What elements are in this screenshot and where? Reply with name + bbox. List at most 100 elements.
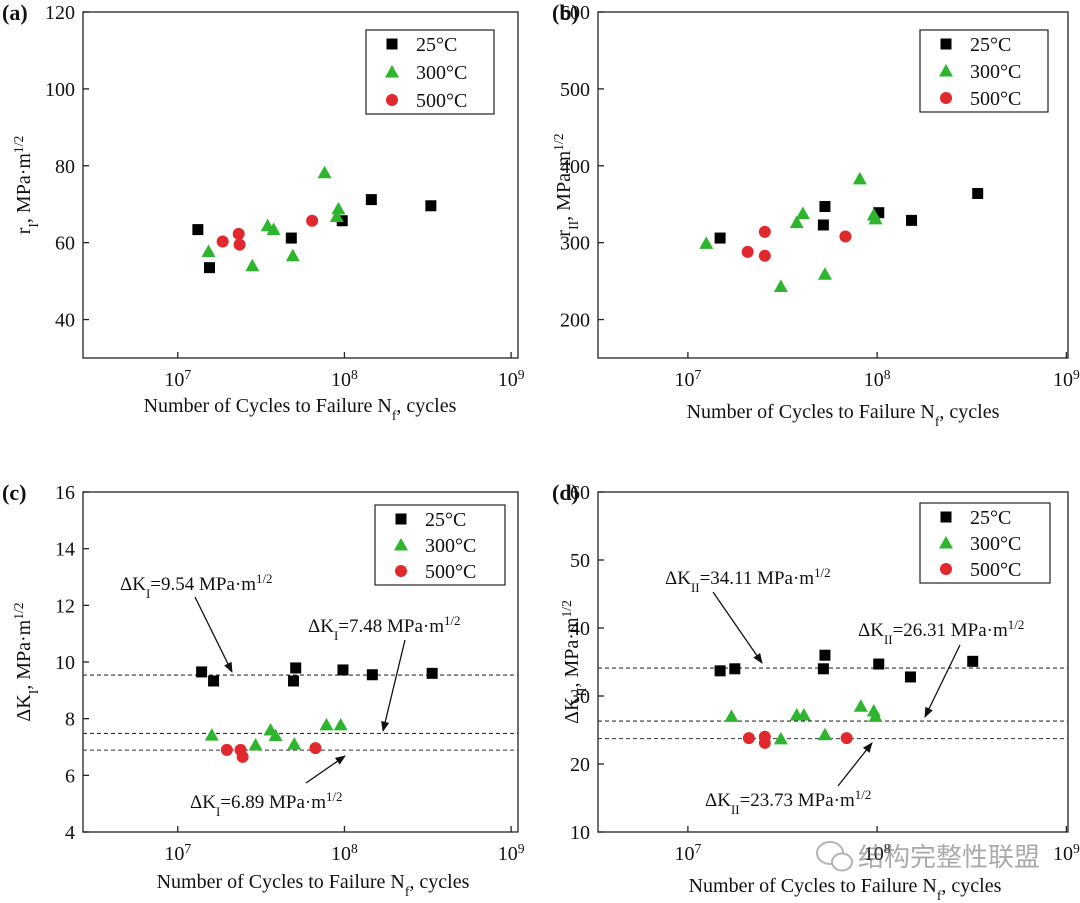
legend-marker [386, 94, 398, 106]
point [317, 165, 332, 179]
annotation: ΔKI=6.89 MPa·m1/2 [190, 789, 342, 819]
legend: 25°C 300°C 500°C [374, 504, 506, 586]
legend-marker [939, 536, 953, 549]
point [796, 708, 811, 721]
legend-label: 500°C [970, 559, 1021, 581]
watermark: 结构完整性联盟 [816, 841, 1040, 873]
point [819, 649, 831, 661]
point [266, 222, 281, 236]
annotation: ΔKII=23.73 MPa·m1/2 [705, 787, 871, 817]
point [724, 709, 739, 722]
panel: (a) 40 60 80 100 120 107 108 109 Number of Cycles… [2, 0, 525, 423]
legend-label: 300°C [416, 62, 467, 84]
point [868, 709, 883, 722]
point [329, 209, 344, 223]
point [216, 235, 229, 248]
y-tick-label: 600 [560, 2, 590, 24]
legend-label: 25°C [970, 507, 1011, 529]
x-axis-label: Number of Cycles to Failure Nf, cycles [157, 871, 470, 899]
annotation-arrow [712, 591, 763, 664]
panel-label: (d) [552, 480, 579, 505]
plot-frame [82, 11, 519, 359]
y-tick-label: 40 [570, 618, 590, 640]
point [840, 732, 853, 745]
point [220, 743, 233, 756]
point [288, 675, 300, 687]
y-tick-label: 10 [570, 822, 590, 844]
y-tick-label: 8 [65, 709, 75, 731]
x-tick-label: 108 [331, 367, 358, 392]
point [967, 655, 979, 667]
legend-label: 300°C [425, 535, 476, 557]
legend-marker [940, 92, 952, 104]
y-tick-label: 300 [560, 233, 590, 255]
panel-label: (a) [2, 0, 28, 25]
point [729, 663, 741, 675]
point [906, 214, 918, 226]
point [817, 219, 829, 231]
y-axis-label: ΔKI, MPa·m1/2 [11, 602, 41, 721]
x-tick-label: 109 [1053, 367, 1080, 392]
point [268, 728, 283, 742]
point [331, 201, 346, 215]
legend-marker [394, 538, 408, 551]
point [819, 201, 831, 213]
legend-marker [395, 513, 407, 525]
legend-marker [386, 38, 398, 50]
watermark-text: 结构完整性联盟 [858, 843, 1040, 873]
point [337, 664, 349, 676]
point [196, 666, 208, 678]
y-tick-label: 80 [55, 156, 75, 178]
legend-label: 500°C [416, 90, 467, 112]
point [192, 224, 204, 236]
point [904, 671, 916, 683]
point [773, 279, 788, 292]
point [817, 267, 832, 280]
y-tick-label: 14 [55, 539, 75, 561]
annotation-arrow [381, 639, 406, 733]
point [203, 262, 215, 274]
point [365, 194, 377, 206]
point [714, 665, 726, 677]
point [699, 236, 714, 249]
x-axis-label: Number of Cycles to Failure Nf, cycles [689, 875, 1002, 903]
x-axis-label: Number of Cycles to Failure Nf, cycles [687, 401, 1000, 429]
panel-label: (b) [552, 0, 579, 25]
point [852, 171, 867, 185]
x-tick-label: 107 [164, 841, 191, 866]
point [306, 214, 319, 227]
y-tick-label: 400 [560, 156, 590, 178]
annotation-arrow [194, 596, 233, 673]
y-tick-label: 200 [560, 310, 590, 332]
annotation-arrow [924, 644, 961, 718]
point [789, 215, 804, 229]
point [817, 727, 832, 741]
legend-label: 300°C [970, 533, 1021, 555]
annotation-arrow [305, 755, 346, 784]
legend-label: 500°C [970, 88, 1021, 110]
y-tick-label: 6 [65, 765, 75, 787]
point [204, 728, 219, 741]
y-tick-label: 16 [55, 482, 75, 504]
watermark-icon [831, 852, 853, 872]
plot-frame [597, 11, 1069, 359]
y-tick-label: 60 [55, 233, 75, 255]
y-tick-label: 500 [560, 79, 590, 101]
y-tick-label: 12 [55, 595, 75, 617]
point [868, 211, 883, 225]
point [290, 662, 302, 674]
point [972, 187, 984, 199]
point [287, 737, 302, 750]
legend-marker [939, 64, 953, 77]
legend-label: 25°C [416, 34, 457, 56]
legend: 25°C 300°C 500°C [365, 29, 495, 115]
legend-label: 25°C [970, 34, 1011, 56]
x-tick-label: 108 [331, 841, 358, 866]
point [873, 658, 885, 670]
point [285, 232, 297, 244]
y-tick-label: 10 [55, 652, 75, 674]
y-tick-label: 50 [570, 550, 590, 572]
point [236, 750, 249, 763]
